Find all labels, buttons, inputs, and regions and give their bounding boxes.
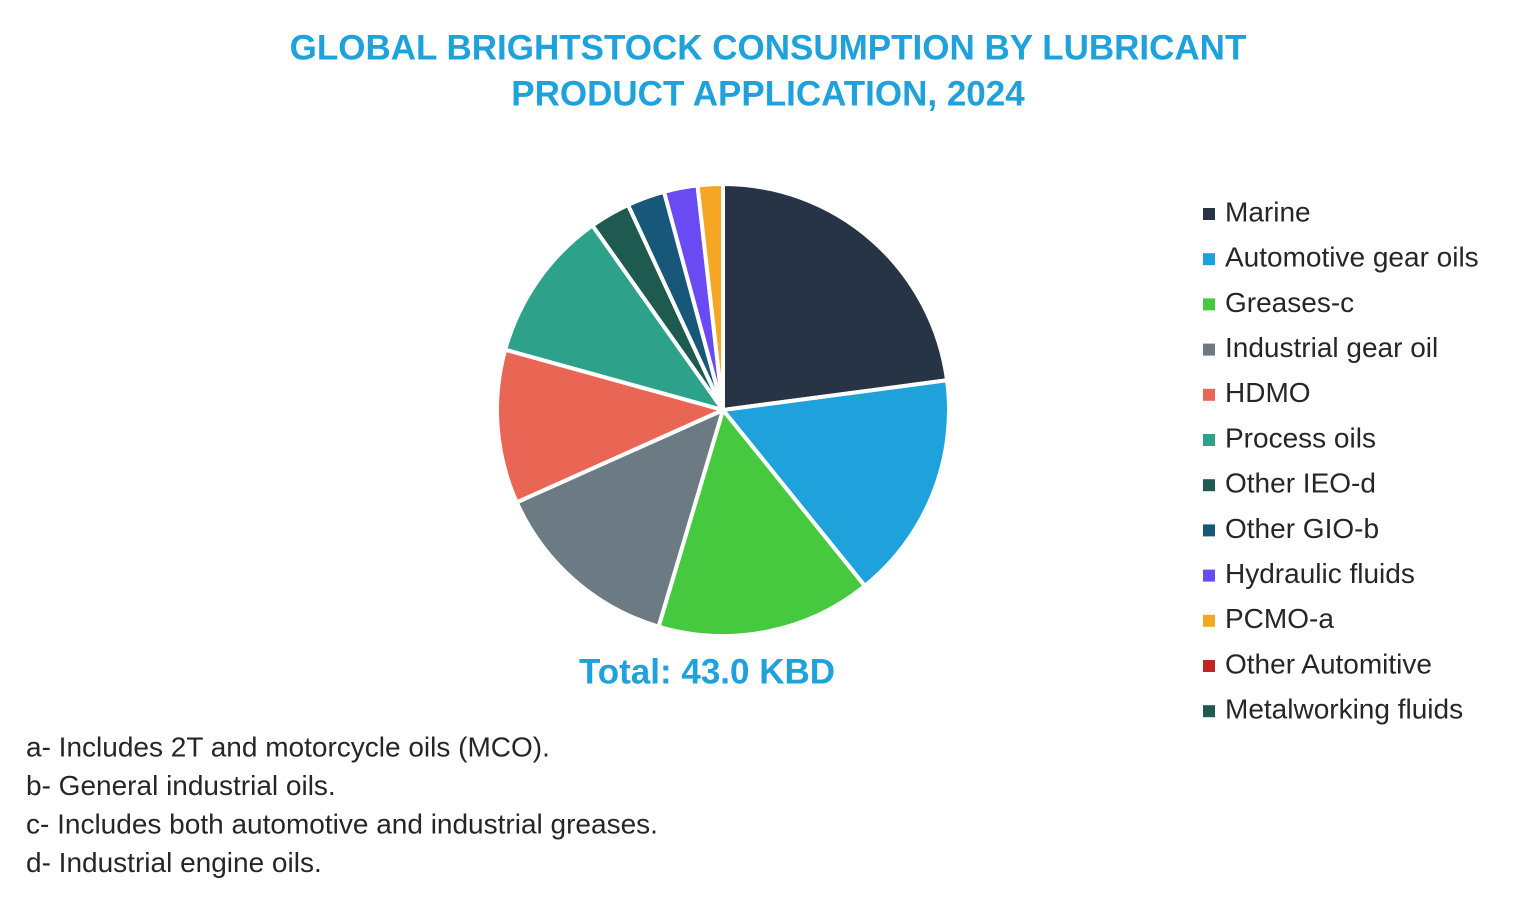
legend-swatch <box>1203 388 1215 401</box>
legend-swatch <box>1203 705 1215 718</box>
legend-label: Other IEO-d <box>1225 468 1376 499</box>
pie-slice <box>503 223 725 412</box>
chart-title: GLOBAL BRIGHTSTOCK CONSUMPTION BY LUBRIC… <box>290 28 1247 67</box>
legend-swatch <box>1203 524 1215 537</box>
pie-slice <box>514 408 725 629</box>
footnote: d- Industrial engine oils. <box>26 847 322 878</box>
footnote: a- Includes 2T and motorcycle oils (MCO)… <box>26 731 550 762</box>
legend-swatch <box>1203 343 1215 356</box>
legend-swatch <box>1203 660 1215 672</box>
legend-swatch <box>1203 614 1215 627</box>
legend-label: Marine <box>1225 196 1311 227</box>
legend-swatch <box>1203 208 1215 220</box>
legend-label: Hydraulic fluids <box>1225 558 1415 589</box>
legend-label: HDMO <box>1225 377 1311 408</box>
total-annotation: Total: 43.0 KBD <box>579 652 835 691</box>
legend-label: Metalworking fluids <box>1225 694 1463 725</box>
legend-label: PCMO-a <box>1225 603 1334 634</box>
legend-label: Automotive gear oils <box>1225 242 1479 273</box>
legend-swatch <box>1203 569 1215 582</box>
legend-swatch <box>1203 298 1215 311</box>
pie-slice <box>695 182 725 412</box>
legend-label: Greases-c <box>1225 287 1354 318</box>
pie-slice <box>495 347 725 505</box>
legend-label: Process oils <box>1225 422 1376 453</box>
pie-slice <box>721 182 950 412</box>
footnote: b- General industrial oils. <box>26 770 336 801</box>
pie-slice <box>721 378 951 588</box>
legend-label: Other GIO-b <box>1225 513 1379 544</box>
legend-label: Other Automitive <box>1225 648 1432 679</box>
legend-label: Industrial gear oil <box>1225 332 1438 363</box>
legend-swatch <box>1203 434 1215 446</box>
legend-swatch <box>1203 253 1215 266</box>
pie-slice <box>656 408 867 638</box>
footnote: c- Includes both automotive and industri… <box>26 808 658 839</box>
chart-title: PRODUCT APPLICATION, 2024 <box>511 74 1025 113</box>
legend-swatch <box>1203 479 1215 492</box>
